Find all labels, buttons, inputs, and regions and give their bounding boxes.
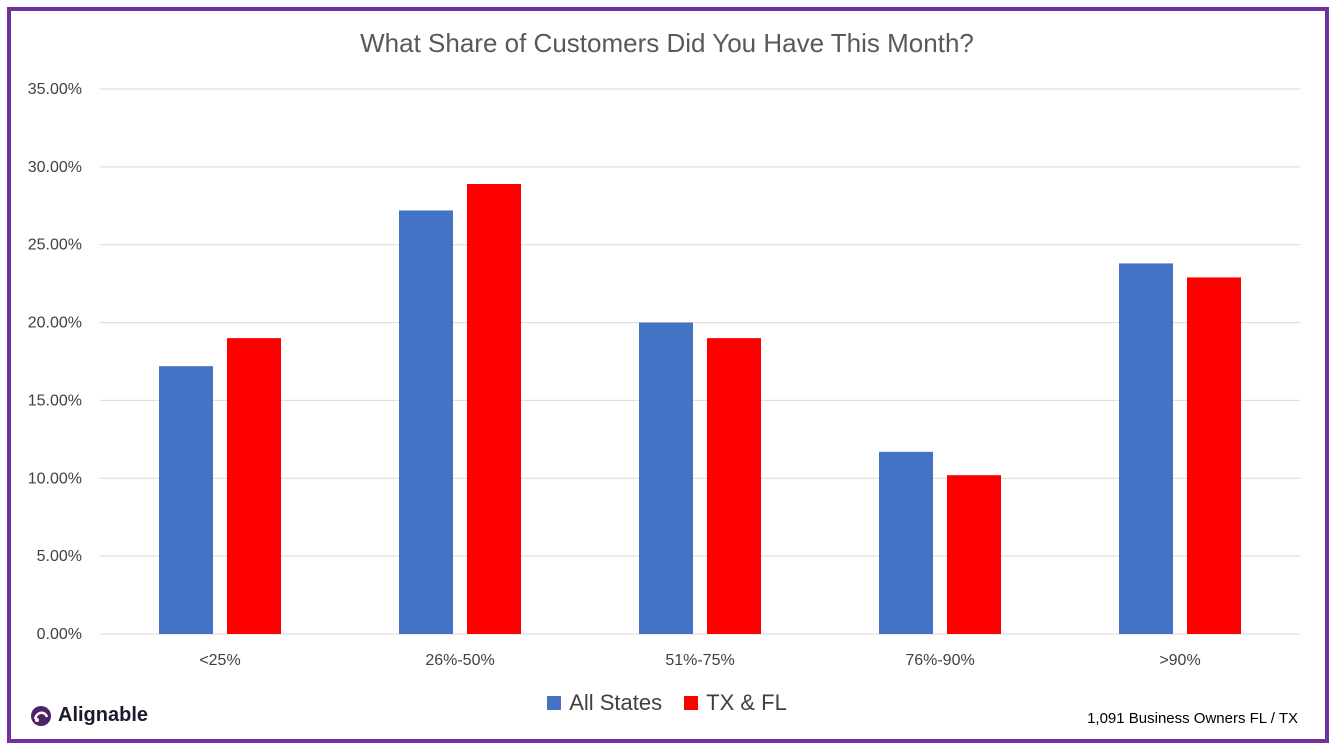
- bar-tx-fl: [1187, 277, 1241, 634]
- x-tick-label: 26%-50%: [425, 652, 494, 669]
- x-tick-label: 76%-90%: [905, 652, 974, 669]
- y-tick-label: 35.00%: [28, 81, 82, 98]
- bar-all-states: [159, 366, 213, 634]
- legend: All States TX & FL: [0, 690, 1334, 716]
- y-tick-label: 0.00%: [37, 626, 82, 643]
- bar-all-states: [879, 451, 933, 634]
- bar-all-states: [1119, 263, 1173, 634]
- bar-all-states: [639, 322, 693, 634]
- alignable-logo: Alignable: [30, 704, 148, 727]
- legend-label-tx-fl: TX & FL: [706, 690, 787, 715]
- x-tick-label: >90%: [1159, 652, 1200, 669]
- y-tick-label: 30.00%: [28, 159, 82, 176]
- footnote: 1,091 Business Owners FL / TX: [1087, 710, 1298, 727]
- alignable-logo-icon: [31, 705, 51, 726]
- bar-tx-fl: [947, 475, 1001, 634]
- y-tick-label: 15.00%: [28, 392, 82, 409]
- chart-title: What Share of Customers Did You Have Thi…: [360, 28, 974, 58]
- legend-item-all-states: All States: [547, 690, 662, 716]
- bar-tx-fl: [227, 338, 281, 634]
- legend-item-tx-fl: TX & FL: [684, 690, 787, 716]
- bar-tx-fl: [707, 338, 761, 634]
- legend-swatch-tx-fl: [684, 696, 699, 710]
- brand-name: Alignable: [58, 704, 149, 726]
- bar-all-states: [399, 210, 453, 634]
- y-tick-label: 20.00%: [28, 315, 82, 332]
- y-tick-label: 5.00%: [37, 548, 82, 565]
- legend-swatch-all-states: [547, 696, 562, 710]
- y-tick-label: 10.00%: [28, 470, 82, 487]
- legend-label-all-states: All States: [569, 690, 663, 715]
- x-tick-label: <25%: [199, 652, 240, 669]
- bar-tx-fl: [467, 183, 521, 634]
- x-tick-label: 51%-75%: [665, 652, 734, 669]
- y-tick-label: 25.00%: [28, 237, 82, 254]
